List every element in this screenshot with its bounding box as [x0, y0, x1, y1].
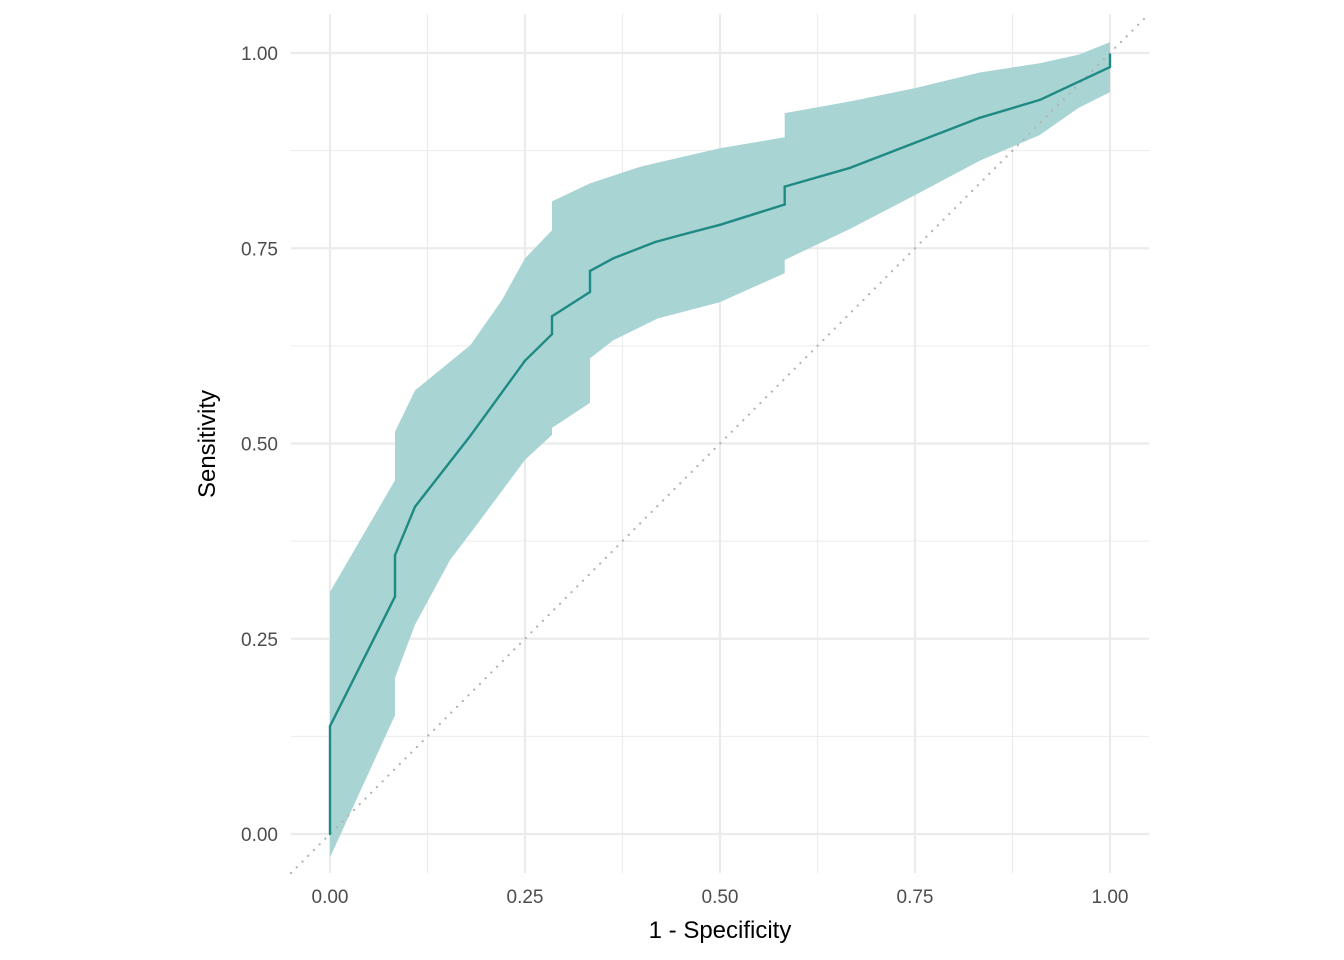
x-tick-label: 0.75: [897, 887, 934, 908]
roc-point: [1108, 65, 1112, 69]
roc-point: [783, 203, 786, 206]
x-axis-title: 1 - Specificity: [649, 917, 792, 944]
roc-point: [978, 116, 981, 120]
roc-point: [393, 595, 397, 598]
roc-point: [328, 832, 332, 836]
y-tick-label: 1.00: [241, 44, 278, 65]
roc-point: [588, 269, 592, 273]
roc-point: [550, 314, 554, 318]
roc-point: [413, 505, 417, 508]
roc-point: [783, 185, 786, 188]
x-tick-label: 0.00: [312, 887, 349, 908]
roc-point: [588, 290, 592, 294]
y-tick-label: 0.50: [241, 435, 278, 456]
roc-point: [611, 257, 615, 260]
roc-point: [913, 141, 917, 145]
roc-point: [679, 233, 683, 237]
roc-point: [393, 553, 397, 557]
roc-point: [654, 240, 657, 244]
roc-point: [550, 332, 554, 336]
x-axis-tick-labels: 0.00 0.25 0.50 0.75 1.00: [312, 887, 1129, 908]
reference-diagonal-line: [289, 12, 1151, 875]
roc-point: [1108, 53, 1112, 56]
y-axis-tick-labels: 0.00 0.25 0.50 0.75 1.00: [241, 44, 278, 846]
roc-point: [328, 725, 332, 728]
confidence-ribbon: [330, 42, 1110, 858]
y-tick-label: 0.75: [241, 239, 278, 260]
x-tick-label: 1.00: [1092, 887, 1129, 908]
roc-point: [1038, 98, 1042, 102]
roc-curve-points: [328, 53, 1112, 836]
x-tick-label: 0.50: [702, 887, 739, 908]
roc-point: [523, 359, 527, 362]
x-tick-label: 0.25: [507, 887, 544, 908]
y-tick-label: 0.00: [241, 825, 278, 846]
roc-point: [469, 434, 472, 437]
y-axis-title: Sensitivity: [194, 390, 221, 498]
y-tick-label: 0.25: [241, 630, 278, 651]
roc-point: [849, 166, 852, 170]
roc-point: [718, 223, 722, 227]
